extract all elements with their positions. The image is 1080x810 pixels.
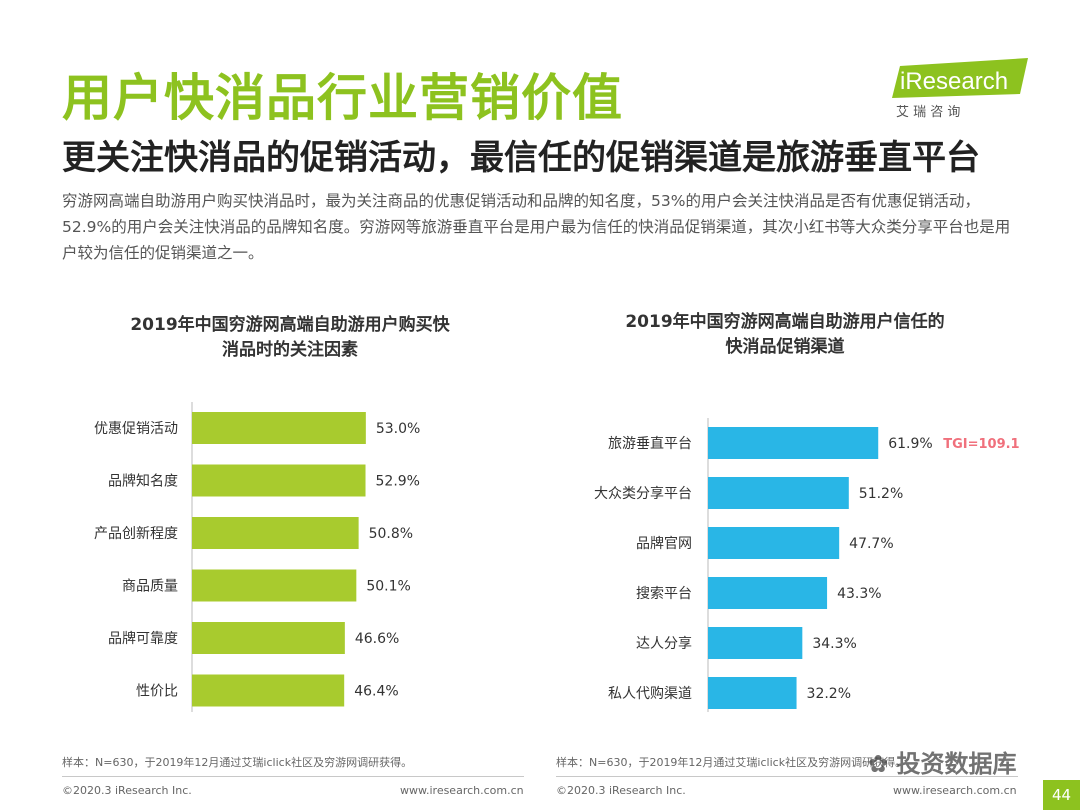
chart1-value-label: 50.1% [366,579,410,595]
chart1-category-label: 优惠促销活动 [94,421,178,437]
svg-text:iResearch: iResearch [900,68,1008,95]
wechat-icon: ✿ [868,750,889,778]
chart2-annotation: TGI=109.1 [943,437,1019,452]
chart2-group: 旅游垂直平台 61.9% TGI=109.1 大众类分享平台 51.2% 品牌官网 47.7… [594,418,1020,712]
chart1-category-label: 品牌知名度 [108,473,178,490]
chart2-value-label: 43.3% [837,586,881,602]
footer-divider-right [556,776,1018,777]
chart2-bar [708,477,849,509]
chart2-bar [708,677,797,709]
watermark: ✿ 投资数据库 [868,744,1016,779]
chart1-value-label: 46.6% [355,631,399,647]
chart2-value-label: 51.2% [859,486,903,502]
svg-text:艾 瑞 咨 询: 艾 瑞 咨 询 [896,105,960,120]
chart2-bar [708,627,803,659]
chart2-value-label: 34.3% [812,636,856,652]
copyright-left: ©2020.3 iResearch Inc. [62,784,192,797]
chart1-category-label: 品牌可靠度 [108,630,178,647]
chart1-bar [192,412,366,444]
chart2-bar [708,427,879,459]
chart2-bar [708,577,828,609]
chart2-bar [708,527,840,559]
copyright-right: ©2020.3 iResearch Inc. [556,784,686,797]
chart1-category-label: 产品创新程度 [94,526,178,542]
chart2-value-label: 61.9% [888,436,932,452]
chart2-category-label: 私人代购渠道 [608,686,692,702]
chart2-title-line1: 2019年中国穷游网高端自助游用户信任的 [625,312,945,332]
sample-note-right: 样本：N=630，于2019年12月通过艾瑞iclick社区及穷游网调研获得。 [556,756,907,769]
chart1-bar [192,622,345,654]
chart2-category-label: 品牌官网 [636,535,692,552]
watermark-text: 投资数据库 [896,750,1017,778]
chart1-title-line2: 消品时的关注因素 [222,340,358,360]
chart1-title: 2019年中国穷游网高端自助游用户购买快 消品时的关注因素 [80,313,500,363]
chart2-value-label: 47.7% [849,536,893,552]
chart1-bar [192,464,366,497]
chart1-value-label: 50.8% [369,526,413,542]
chart1-value-label: 52.9% [376,474,420,490]
chart1-value-label: 46.4% [354,684,398,700]
chart2-category-label: 大众类分享平台 [594,485,692,502]
chart2-category-label: 达人分享 [636,635,692,652]
iresearch-logo: iResearch 艾 瑞 咨 询 [892,58,1028,120]
chart1-group: 优惠促销活动 53.0% 品牌知名度 52.9% 产品创新程度 50.8% 商品质量 50.1… [94,402,420,712]
chart1-value-label: 53.0% [376,421,420,437]
chart2-title-line2: 快消品促销渠道 [725,337,845,357]
page-title: 用户快消品行业营销价值 [62,69,623,127]
footer-divider-left [62,776,524,777]
chart1-category-label: 商品质量 [122,579,178,595]
chart1-bar [192,674,345,707]
chart1-bar [192,517,359,549]
chart2-value-label: 32.2% [807,686,851,702]
url-left: www.iresearch.com.cn [400,784,524,797]
url-right: www.iresearch.com.cn [893,784,1017,797]
chart1-bar [192,569,357,602]
intro-paragraph: 穷游网高端自助游用户购买快消品时，最为关注商品的优惠促销活动和品牌的知名度，53… [62,192,1011,262]
chart1-title-line1: 2019年中国穷游网高端自助游用户购买快 [130,315,450,335]
chart2-title: 2019年中国穷游网高端自助游用户信任的 快消品促销渠道 [575,310,995,360]
chart1-category-label: 性价比 [136,684,178,700]
chart2-category-label: 旅游垂直平台 [608,435,692,452]
page-number: 44 [1043,780,1080,810]
chart2-category-label: 搜索平台 [636,585,692,602]
page-subtitle: 更关注快消品的促销活动，最信任的促销渠道是旅游垂直平台 [62,138,980,178]
sample-note-left: 样本：N=630，于2019年12月通过艾瑞iclick社区及穷游网调研获得。 [62,756,413,769]
